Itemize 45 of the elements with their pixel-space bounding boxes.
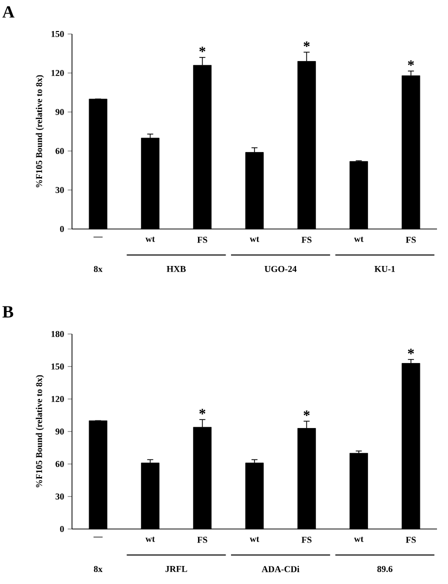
- y-axis-title: %F105 Bound (relative to 8x): [36, 375, 44, 488]
- x-tick-label: wt: [250, 536, 260, 542]
- x-tick-label: —: [94, 236, 103, 238]
- y-tick-label: 30: [56, 493, 64, 500]
- text: 89.6: [377, 566, 392, 572]
- x-tick-label: —: [94, 536, 103, 538]
- chart-title: B: [2, 306, 14, 318]
- x-tick-label: FS: [302, 236, 312, 243]
- y-axis-title: %F105 Bound (relative to 8x): [36, 75, 44, 188]
- x-tick-label: wt: [354, 536, 364, 542]
- text: HXB: [166, 266, 186, 272]
- text: ADA-CDi: [262, 566, 300, 572]
- data-label: *: [199, 46, 206, 52]
- text: KU-1: [374, 266, 395, 272]
- y-tick-label: 60: [56, 460, 64, 468]
- text: 8x: [94, 566, 103, 572]
- x-tick-label: wt: [146, 536, 155, 542]
- y-tick-label: 150: [51, 30, 64, 38]
- y-tick-label: 0: [60, 226, 64, 232]
- x-tick-label: FS: [197, 236, 208, 243]
- x-tick-label: wt: [250, 236, 260, 242]
- y-tick-label: 120: [51, 396, 64, 402]
- data-label: *: [304, 410, 310, 416]
- y-tick-label: 0: [60, 526, 64, 532]
- y-tick-label: 90: [56, 428, 64, 435]
- text: 8x: [94, 266, 103, 272]
- x-tick-label: FS: [406, 236, 416, 243]
- x-tick-label: FS: [406, 536, 416, 543]
- x-tick-label: wt: [354, 236, 364, 242]
- text: JRFL: [165, 566, 188, 572]
- data-label: *: [408, 60, 414, 66]
- y-tick-label: 90: [56, 108, 64, 116]
- x-tick-label: FS: [197, 536, 208, 543]
- x-tick-label: wt: [146, 236, 155, 242]
- data-label: *: [199, 408, 206, 414]
- y-tick-label: 120: [51, 70, 64, 76]
- y-tick-label: 30: [56, 186, 64, 194]
- y-tick-label: 60: [56, 148, 64, 154]
- y-tick-label: 150: [51, 363, 64, 370]
- data-label: *: [304, 42, 310, 47]
- data-label: *: [408, 348, 414, 354]
- chart-title: A: [2, 6, 15, 18]
- y-tick-label: 180: [51, 330, 64, 338]
- text: UGO-24: [264, 266, 297, 272]
- x-tick-label: FS: [302, 536, 312, 543]
